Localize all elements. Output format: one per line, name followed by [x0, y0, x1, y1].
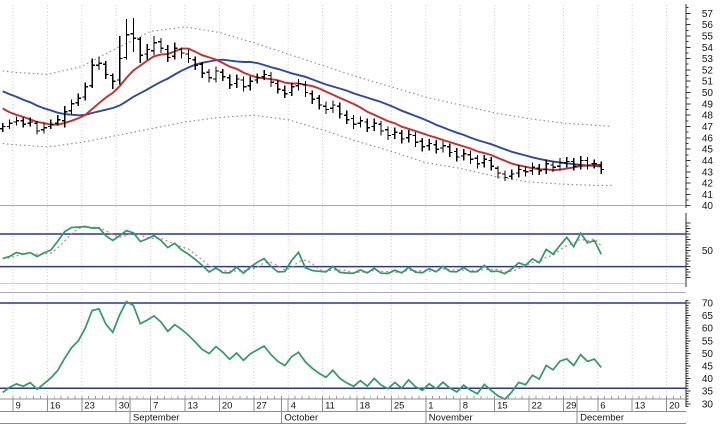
month-label: December	[580, 413, 624, 424]
svg-text:65: 65	[702, 311, 714, 322]
stochastic-y-axis: 50	[685, 213, 714, 287]
svg-text:40: 40	[702, 374, 714, 385]
svg-text:51: 51	[702, 77, 714, 88]
svg-text:56: 56	[702, 20, 714, 31]
stoch-k-line	[2, 225, 602, 275]
svg-text:43: 43	[702, 167, 714, 178]
price-panel[interactable]	[0, 17, 612, 186]
svg-text:45: 45	[702, 362, 714, 373]
week-label: 13	[635, 401, 646, 412]
week-label: 22	[532, 401, 543, 412]
week-label: 27	[256, 401, 267, 412]
svg-text:42: 42	[702, 179, 714, 190]
svg-text:50: 50	[702, 246, 714, 257]
stoch-d-line	[2, 226, 602, 274]
week-label: 6	[600, 401, 605, 412]
svg-text:53: 53	[702, 54, 714, 65]
rsi-line	[2, 300, 602, 401]
week-label: 15	[497, 401, 508, 412]
ma-slow-line	[2, 58, 602, 168]
week-gridlines	[12, 5, 668, 396]
svg-text:50: 50	[702, 88, 714, 99]
week-label: 13	[188, 401, 199, 412]
svg-text:35: 35	[702, 387, 714, 398]
svg-text:55: 55	[702, 31, 714, 42]
month-label: September	[133, 413, 179, 424]
svg-text:70: 70	[702, 299, 714, 310]
week-label: 11	[325, 401, 335, 412]
week-label: 4	[291, 401, 296, 412]
svg-text:46: 46	[702, 133, 714, 144]
svg-text:47: 47	[702, 122, 714, 133]
svg-text:40: 40	[702, 201, 714, 212]
ma-fast-line	[2, 47, 602, 172]
svg-text:44: 44	[702, 156, 714, 167]
svg-text:52: 52	[702, 65, 714, 76]
stochastic-panel[interactable]	[0, 225, 686, 275]
upper-envelope-line	[2, 26, 612, 128]
week-label: 16	[50, 401, 61, 412]
ohlc-bars	[0, 17, 605, 181]
svg-text:57: 57	[702, 9, 714, 20]
svg-text:54: 54	[702, 43, 714, 54]
week-label: 25	[394, 401, 405, 412]
week-label: 20	[669, 401, 680, 412]
svg-text:50: 50	[702, 349, 714, 360]
week-label: 18	[360, 401, 371, 412]
panel-separators	[0, 205, 686, 293]
svg-text:55: 55	[702, 336, 714, 347]
week-label: 1	[428, 401, 433, 412]
svg-text:60: 60	[702, 324, 714, 335]
week-label: 8	[463, 401, 468, 412]
rsi-panel[interactable]	[0, 300, 686, 401]
week-label: 29	[566, 401, 577, 412]
month-label: October	[284, 413, 318, 424]
week-label: 30	[119, 401, 130, 412]
month-label: November	[429, 413, 473, 424]
week-label: 23	[84, 401, 95, 412]
svg-text:30: 30	[702, 399, 714, 410]
svg-text:41: 41	[702, 190, 714, 201]
svg-text:45: 45	[702, 145, 714, 156]
week-label: 7	[153, 401, 158, 412]
svg-text:49: 49	[702, 99, 714, 110]
week-label: 9	[16, 401, 21, 412]
week-label: 20	[222, 401, 233, 412]
lower-envelope-line	[2, 114, 612, 186]
svg-text:48: 48	[702, 111, 714, 122]
date-axis: 9 16 23 30 7 13 20 27 4 11 18 25 1 8 15 22 29 6 13 20Septem…	[0, 396, 686, 424]
